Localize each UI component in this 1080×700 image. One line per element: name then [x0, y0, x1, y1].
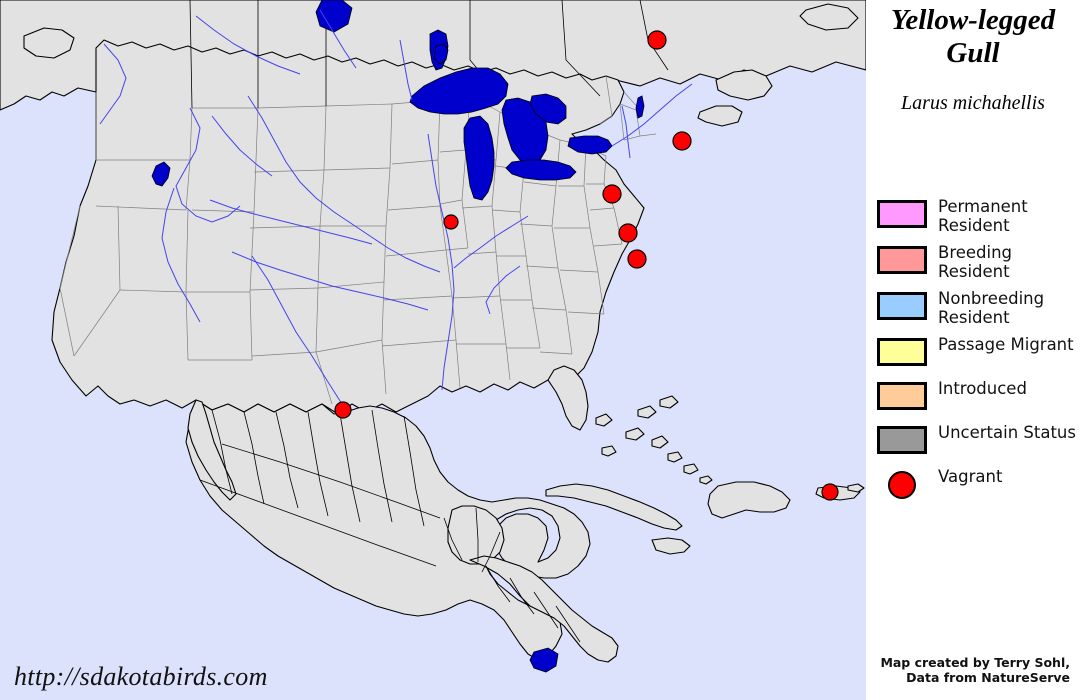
- legend-item-introduced: Introduced: [866, 378, 1080, 416]
- mackenzie-tributary: [319, 9, 357, 69]
- yellowstone-river: [211, 115, 273, 177]
- website-watermark: http://sdakotabirds.com: [14, 662, 268, 691]
- legend-label-breeding-resident: Breeding Resident: [938, 242, 1013, 282]
- yucatan-peninsula: [447, 505, 505, 565]
- legend-item-passage-migrant: Passage Migrant: [866, 334, 1080, 372]
- georgian-bay: [529, 93, 567, 125]
- mississippi-river: [427, 133, 455, 391]
- cuba: [545, 483, 683, 531]
- lake-nipigon: [433, 43, 449, 65]
- baja-california: [187, 399, 237, 501]
- vagrant-dot-texas-gulf-coast[interactable]: [334, 401, 352, 419]
- rio-grande: [251, 255, 343, 405]
- vagrant-points-layer[interactable]: [334, 30, 839, 501]
- red-river-north: [399, 39, 413, 101]
- legend-label-uncertain-status: Uncertain Status: [938, 422, 1076, 442]
- legend-label-passage-migrant: Passage Migrant: [938, 334, 1074, 354]
- lake-superior: [409, 67, 509, 115]
- colorado-river: [161, 187, 201, 323]
- page-title: Yellow-legged Gull: [890, 4, 1056, 69]
- map-canvas[interactable]: [0, 0, 866, 700]
- inland-lakes: [151, 95, 645, 673]
- legend-item-permanent-resident: Permanent Resident: [866, 196, 1080, 236]
- legend-label-permanent-resident: Permanent Resident: [938, 197, 1028, 236]
- hispaniola: [707, 481, 791, 519]
- lake-nicaragua: [529, 647, 559, 673]
- legend-swatch-cell: [866, 196, 938, 228]
- vagrant-dot-virginia-coast[interactable]: [618, 223, 638, 243]
- ohio-river: [453, 215, 529, 269]
- vagrant-dot-montreal-quebec[interactable]: [647, 30, 667, 50]
- scientific-name: Larus michahellis: [901, 91, 1045, 114]
- lake-champlain: [635, 95, 645, 119]
- legend-swatch-cell: [866, 466, 938, 499]
- legend-label-nonbreeding-resident: Nonbreeding Resident: [938, 288, 1045, 328]
- legend-swatch-cell: [866, 288, 938, 320]
- snake-river: [175, 107, 241, 223]
- arkansas-river: [231, 251, 429, 311]
- canadian-north-river: [195, 15, 301, 75]
- platte-river: [209, 199, 373, 245]
- central-america: [469, 555, 619, 663]
- northern-lake: [315, 0, 353, 33]
- lake-ontario: [567, 135, 613, 155]
- lake-erie: [505, 159, 577, 181]
- vancouver-island: [23, 27, 75, 59]
- mexico-state-boundaries: [199, 409, 581, 643]
- mexico-landmass: [185, 399, 591, 661]
- great-lakes: [315, 0, 613, 201]
- great-salt-lake: [151, 161, 171, 187]
- swatch-introduced: [877, 381, 927, 410]
- vagrant-dot-maryland-chesapeake[interactable]: [602, 184, 622, 204]
- columbia-river: [99, 43, 127, 125]
- legend-swatch-cell: [866, 422, 938, 454]
- credit-line-1: Map created by Terry Sohl,: [880, 654, 1070, 670]
- swatch-nonbreeding-resident: [877, 291, 927, 320]
- legend-item-uncertain-status: Uncertain Status: [866, 422, 1080, 460]
- legend-label-vagrant: Vagrant: [938, 466, 1003, 486]
- rivers: [99, 9, 693, 405]
- legend-swatch-cell: [866, 378, 938, 410]
- map-panel[interactable]: http://sdakotabirds.com: [0, 0, 866, 700]
- atlantic-canada: [697, 3, 859, 127]
- hudson-river: [621, 105, 631, 159]
- legend-list: Permanent Resident Breeding Resident Non…: [866, 196, 1080, 510]
- swatch-uncertain-status: [877, 425, 927, 454]
- tennessee-river: [485, 265, 521, 315]
- jamaica: [651, 537, 691, 555]
- vagrant-dot-puerto-rico[interactable]: [821, 483, 839, 501]
- united-states-mainland: [51, 39, 645, 415]
- vagrant-dot-illinois-interior[interactable]: [443, 214, 459, 230]
- legend-panel: Yellow-legged Gull Larus michahellis Per…: [866, 0, 1080, 700]
- title-block: Yellow-legged Gull Larus michahellis: [866, 0, 1080, 115]
- bahamas-islands: [595, 395, 699, 475]
- legend-swatch-cell: [866, 334, 938, 366]
- lesser-antilles: [699, 475, 865, 493]
- missouri-river: [247, 95, 441, 273]
- vagrant-dot-cape-cod-massachusetts[interactable]: [672, 131, 692, 151]
- swatch-breeding-resident: [877, 245, 927, 274]
- swatch-permanent-resident: [877, 200, 927, 228]
- florida-peninsula: [547, 365, 589, 431]
- vagrant-dot-north-carolina-outer-banks[interactable]: [627, 249, 647, 269]
- credit-line-2: Data from NatureServe: [906, 670, 1070, 686]
- map-credit: Map created by Terry Sohl, Data from Nat…: [866, 655, 1070, 686]
- legend-label-introduced: Introduced: [938, 378, 1027, 398]
- swatch-passage-migrant: [877, 337, 927, 366]
- legend-item-vagrant: Vagrant: [866, 466, 1080, 504]
- swatch-vagrant-dot: [888, 470, 916, 499]
- legend-item-nonbreeding-resident: Nonbreeding Resident: [866, 288, 1080, 328]
- legend-item-breeding-resident: Breeding Resident: [866, 242, 1080, 282]
- legend-swatch-cell: [866, 242, 938, 274]
- st-lawrence: [611, 83, 693, 147]
- lake-michigan: [463, 115, 495, 201]
